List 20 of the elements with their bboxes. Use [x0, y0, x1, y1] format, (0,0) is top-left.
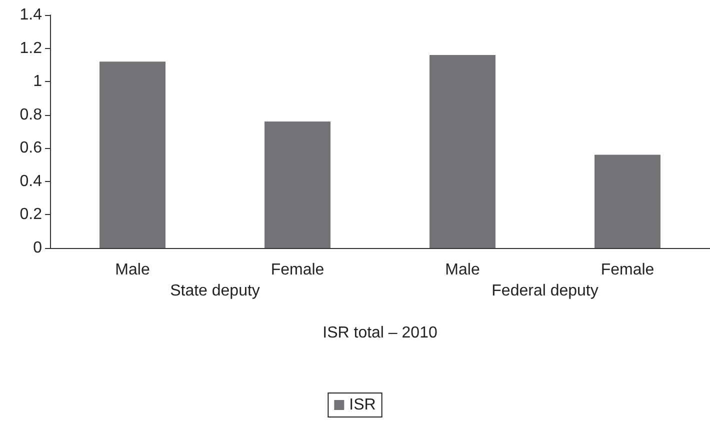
- y-tick-label: 0.2: [20, 206, 42, 224]
- legend-label: ISR: [349, 396, 376, 414]
- x-axis-title: ISR total – 2010: [322, 324, 438, 342]
- y-tick-label: 0: [33, 240, 42, 256]
- y-tick-label: 1: [33, 73, 42, 90]
- x-tick-label: Female: [270, 262, 324, 278]
- text: Federal deputy: [492, 282, 598, 300]
- bar: [100, 62, 166, 248]
- y-tick-label: 0.4: [20, 172, 42, 190]
- y-tick-label: 1.4: [20, 6, 42, 24]
- x-tick-label: Male: [445, 262, 480, 278]
- bar: [264, 122, 330, 248]
- y-tick-label: 0.6: [20, 140, 42, 157]
- text: State deputy: [170, 282, 260, 300]
- x-tick-label: Female: [600, 262, 654, 278]
- x-tick-label: Male: [115, 262, 150, 278]
- bar: [594, 154, 660, 248]
- bar: [430, 54, 496, 248]
- y-tick-label: 0.8: [20, 106, 42, 124]
- y-tick-label: 1.2: [20, 40, 42, 57]
